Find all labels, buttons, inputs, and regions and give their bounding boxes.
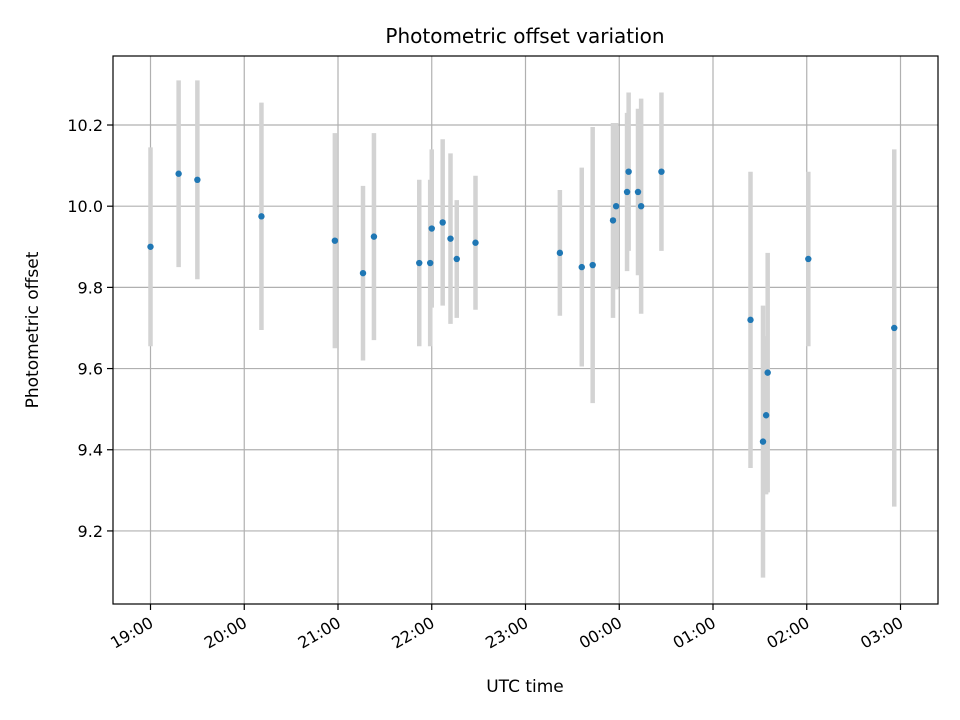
data-point [258, 213, 265, 220]
data-point [147, 243, 154, 250]
y-axis-label: Photometric offset [23, 251, 43, 408]
data-point [578, 263, 585, 271]
y-tick-label: 9.4 [78, 441, 103, 460]
data-point [556, 249, 564, 257]
data-point [759, 438, 767, 445]
data-point [428, 225, 435, 232]
x-axis-label: UTC time [486, 677, 564, 697]
data-point [359, 269, 367, 277]
data-point [175, 170, 182, 177]
y-tick-label: 9.2 [78, 522, 103, 541]
data-point [891, 324, 898, 332]
data-point [589, 261, 596, 269]
data-point [453, 255, 460, 263]
data-point [447, 235, 454, 242]
data-point [637, 202, 645, 210]
chart-title: Photometric offset variation [385, 24, 664, 48]
data-point [762, 412, 770, 419]
data-point [331, 237, 339, 244]
data-point [623, 188, 631, 196]
y-axis-ticks: 9.2 9.4 9.6 9.8 10.0 10.2 [67, 116, 113, 541]
y-tick-label: 10.2 [67, 116, 103, 135]
data-point [426, 259, 434, 267]
grid [113, 56, 938, 604]
data-point [439, 219, 446, 226]
y-tick-label: 9.6 [78, 360, 103, 379]
data-point [658, 168, 665, 175]
data-point [370, 233, 378, 240]
data-point [416, 259, 423, 267]
data-point [747, 316, 754, 324]
data-point [612, 202, 620, 210]
data-point [805, 255, 812, 263]
data-point [764, 369, 771, 376]
data-point [609, 217, 617, 224]
data-points [147, 168, 898, 445]
data-point [625, 168, 632, 175]
data-point [472, 239, 479, 246]
data-point [634, 188, 642, 196]
y-tick-label: 9.8 [78, 278, 103, 297]
y-tick-label: 10.0 [67, 197, 103, 216]
data-point [194, 176, 201, 184]
